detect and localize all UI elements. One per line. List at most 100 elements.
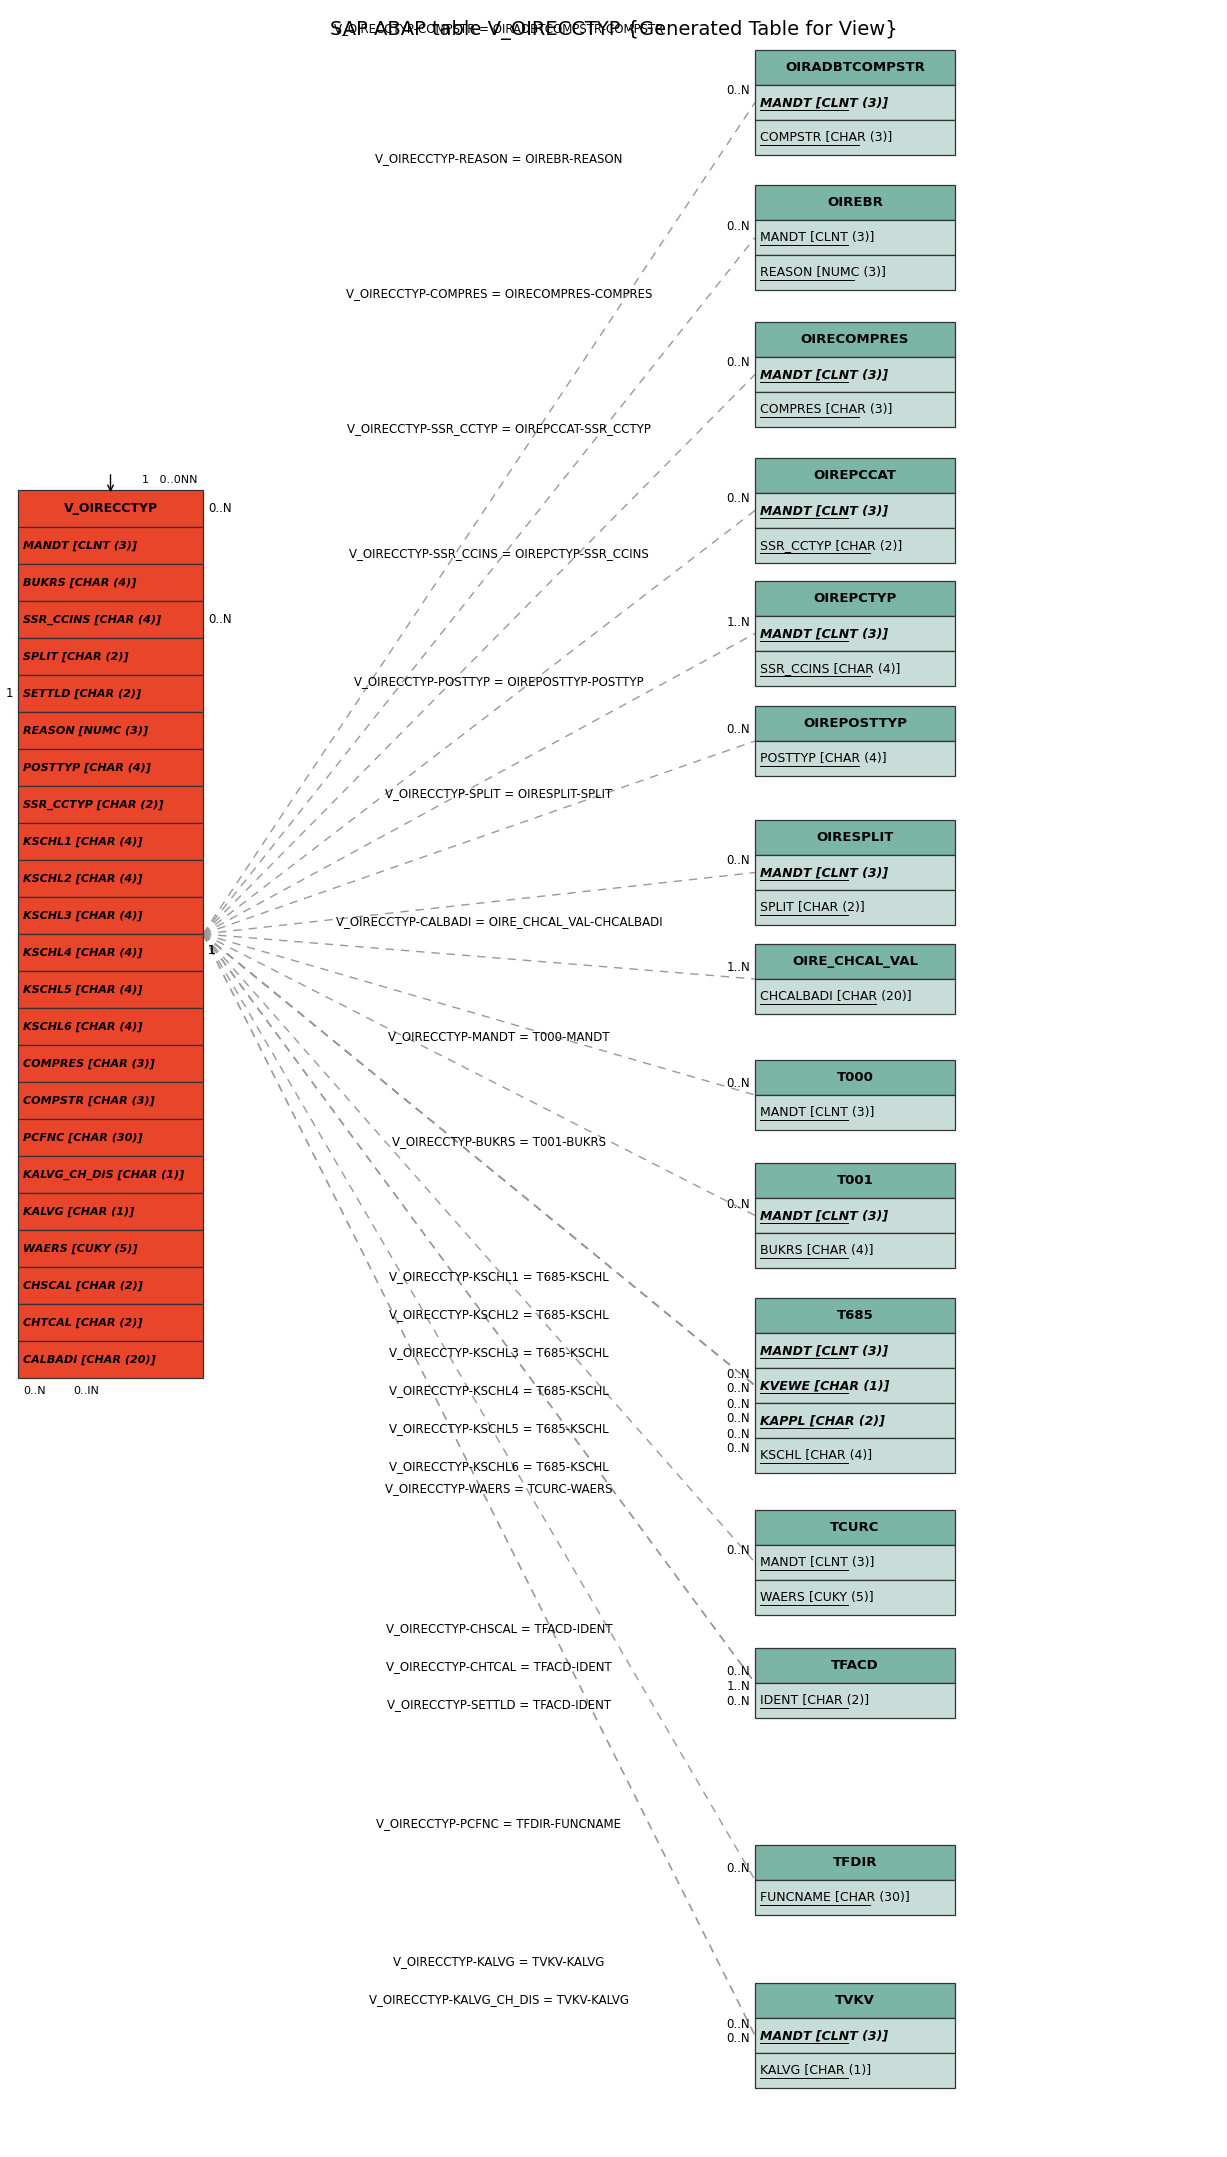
Text: 0..N: 0..N <box>726 1443 750 1456</box>
Text: V_OIRECCTYP-KSCHL5 = T685-KSCHL: V_OIRECCTYP-KSCHL5 = T685-KSCHL <box>389 1421 609 1434</box>
Bar <box>755 705 955 742</box>
Bar <box>18 1007 202 1044</box>
Text: T000: T000 <box>837 1072 874 1085</box>
Text: V_OIRECCTYP-KSCHL1 = T685-KSCHL: V_OIRECCTYP-KSCHL1 = T685-KSCHL <box>389 1270 609 1283</box>
Bar <box>755 50 955 84</box>
Text: KSCHL2 [CHAR (4)]: KSCHL2 [CHAR (4)] <box>23 874 142 884</box>
Text: OIREPCTYP: OIREPCTYP <box>814 591 897 604</box>
Bar <box>755 1333 955 1368</box>
Bar <box>18 563 202 602</box>
Bar <box>755 393 955 427</box>
Text: V_OIRECCTYP-MANDT = T000-MANDT: V_OIRECCTYP-MANDT = T000-MANDT <box>388 1031 610 1044</box>
Text: SETTLD [CHAR (2)]: SETTLD [CHAR (2)] <box>23 688 141 699</box>
Text: SSR_CCTYP [CHAR (2)]: SSR_CCTYP [CHAR (2)] <box>760 539 902 552</box>
Bar <box>755 891 955 925</box>
Text: MANDT [CLNT (3)]: MANDT [CLNT (3)] <box>760 1210 888 1223</box>
Text: KSCHL5 [CHAR (4)]: KSCHL5 [CHAR (4)] <box>23 984 142 994</box>
Text: V_OIRECCTYP-PCFNC = TFDIR-FUNCNAME: V_OIRECCTYP-PCFNC = TFDIR-FUNCNAME <box>377 1816 622 1829</box>
Bar <box>755 1439 955 1473</box>
Text: V_OIRECCTYP-BUKRS = T001-BUKRS: V_OIRECCTYP-BUKRS = T001-BUKRS <box>391 1135 606 1148</box>
Text: KVEWE [CHAR (1)]: KVEWE [CHAR (1)] <box>760 1378 890 1391</box>
Text: COMPRES [CHAR (3)]: COMPRES [CHAR (3)] <box>760 403 892 416</box>
Bar <box>755 1197 955 1234</box>
Bar <box>18 490 202 526</box>
Text: V_OIRECCTYP: V_OIRECCTYP <box>64 503 157 516</box>
Text: V_OIRECCTYP-COMPSTR = OIRADBTCOMPSTR-COMPSTR: V_OIRECCTYP-COMPSTR = OIRADBTCOMPSTR-COM… <box>334 22 664 35</box>
Bar <box>755 1299 955 1333</box>
Text: TCURC: TCURC <box>831 1521 880 1534</box>
Text: V_OIRECCTYP-REASON = OIREBR-REASON: V_OIRECCTYP-REASON = OIREBR-REASON <box>375 151 622 164</box>
Text: BUKRS [CHAR (4)]: BUKRS [CHAR (4)] <box>760 1245 874 1258</box>
Bar <box>755 1682 955 1717</box>
Text: COMPSTR [CHAR (3)]: COMPSTR [CHAR (3)] <box>760 132 892 145</box>
Text: 0..N: 0..N <box>726 1665 750 1678</box>
Text: V_OIRECCTYP-KSCHL2 = T685-KSCHL: V_OIRECCTYP-KSCHL2 = T685-KSCHL <box>389 1307 609 1320</box>
Text: 0..N: 0..N <box>726 1428 750 1441</box>
Text: KSCHL3 [CHAR (4)]: KSCHL3 [CHAR (4)] <box>23 910 142 921</box>
Bar <box>755 1844 955 1881</box>
Text: 0..N: 0..N <box>726 2017 750 2030</box>
Bar <box>755 1402 955 1439</box>
Text: BUKRS [CHAR (4)]: BUKRS [CHAR (4)] <box>23 578 136 587</box>
Text: WAERS [CUKY (5)]: WAERS [CUKY (5)] <box>23 1242 137 1253</box>
Text: 0..N: 0..N <box>726 854 750 867</box>
Bar <box>18 1342 202 1378</box>
Text: OIREBR: OIREBR <box>827 196 883 209</box>
Text: V_OIRECCTYP-CHTCAL = TFACD-IDENT: V_OIRECCTYP-CHTCAL = TFACD-IDENT <box>387 1661 612 1674</box>
Bar <box>18 934 202 971</box>
Text: 0..IN: 0..IN <box>72 1387 99 1396</box>
Text: 1..N: 1..N <box>726 962 750 975</box>
Text: KALVG_CH_DIS [CHAR (1)]: KALVG_CH_DIS [CHAR (1)] <box>23 1169 184 1180</box>
Text: REASON [NUMC (3)]: REASON [NUMC (3)] <box>760 265 886 278</box>
Bar <box>18 1156 202 1193</box>
Text: V_OIRECCTYP-KSCHL4 = T685-KSCHL: V_OIRECCTYP-KSCHL4 = T685-KSCHL <box>389 1385 609 1398</box>
Text: T685: T685 <box>837 1309 874 1322</box>
Text: 1: 1 <box>5 686 13 701</box>
Text: 0..N: 0..N <box>726 1695 750 1708</box>
Text: MANDT [CLNT (3)]: MANDT [CLNT (3)] <box>760 628 888 641</box>
Bar <box>755 2019 955 2053</box>
Text: V_OIRECCTYP-CALBADI = OIRE_CHCAL_VAL-CHCALBADI: V_OIRECCTYP-CALBADI = OIRE_CHCAL_VAL-CHC… <box>336 915 663 928</box>
Bar <box>755 1881 955 1915</box>
Text: FUNCNAME [CHAR (30)]: FUNCNAME [CHAR (30)] <box>760 1892 909 1905</box>
Bar <box>18 638 202 675</box>
Bar <box>755 945 955 979</box>
Text: V_OIRECCTYP-SSR_CCINS = OIREPCTYP-SSR_CCINS: V_OIRECCTYP-SSR_CCINS = OIREPCTYP-SSR_CC… <box>350 548 649 561</box>
Text: KSCHL [CHAR (4)]: KSCHL [CHAR (4)] <box>760 1450 872 1462</box>
Bar <box>18 1083 202 1119</box>
Text: OIRECOMPRES: OIRECOMPRES <box>801 332 909 345</box>
Text: CHCALBADI [CHAR (20)]: CHCALBADI [CHAR (20)] <box>760 990 912 1003</box>
Bar <box>18 1229 202 1266</box>
Text: 0..N: 0..N <box>726 1076 750 1089</box>
Text: 0..N: 0..N <box>726 356 750 369</box>
Bar <box>755 84 955 121</box>
Bar <box>18 526 202 563</box>
Text: MANDT [CLNT (3)]: MANDT [CLNT (3)] <box>760 2030 888 2043</box>
Bar <box>755 1648 955 1682</box>
Text: PCFNC [CHAR (30)]: PCFNC [CHAR (30)] <box>23 1132 142 1143</box>
Text: OIREPOSTTYP: OIREPOSTTYP <box>802 716 907 729</box>
Bar <box>18 748 202 785</box>
Bar <box>755 1579 955 1616</box>
Bar <box>755 321 955 358</box>
Bar <box>755 580 955 617</box>
Text: 0..N: 0..N <box>726 1861 750 1874</box>
Text: OIRE_CHCAL_VAL: OIRE_CHCAL_VAL <box>791 956 918 968</box>
Text: CALBADI [CHAR (20)]: CALBADI [CHAR (20)] <box>23 1355 156 1365</box>
Text: COMPRES [CHAR (3)]: COMPRES [CHAR (3)] <box>23 1059 155 1068</box>
Text: CHTCAL [CHAR (2)]: CHTCAL [CHAR (2)] <box>23 1318 142 1327</box>
Text: TVKV: TVKV <box>836 1993 875 2006</box>
Bar <box>18 675 202 712</box>
Text: 1   0..0NN: 1 0..0NN <box>142 475 198 485</box>
Bar <box>18 971 202 1007</box>
Bar <box>18 1305 202 1342</box>
Text: 0..N: 0..N <box>726 1413 750 1426</box>
Bar <box>755 1544 955 1579</box>
Bar <box>755 1059 955 1096</box>
Text: TFACD: TFACD <box>831 1659 879 1672</box>
Bar <box>18 824 202 861</box>
Text: SSR_CCINS [CHAR (4)]: SSR_CCINS [CHAR (4)] <box>23 615 161 626</box>
Text: POSTTYP [CHAR (4)]: POSTTYP [CHAR (4)] <box>760 753 887 766</box>
Text: 0..N: 0..N <box>726 1398 750 1411</box>
Text: 0..N: 0..N <box>726 84 750 97</box>
